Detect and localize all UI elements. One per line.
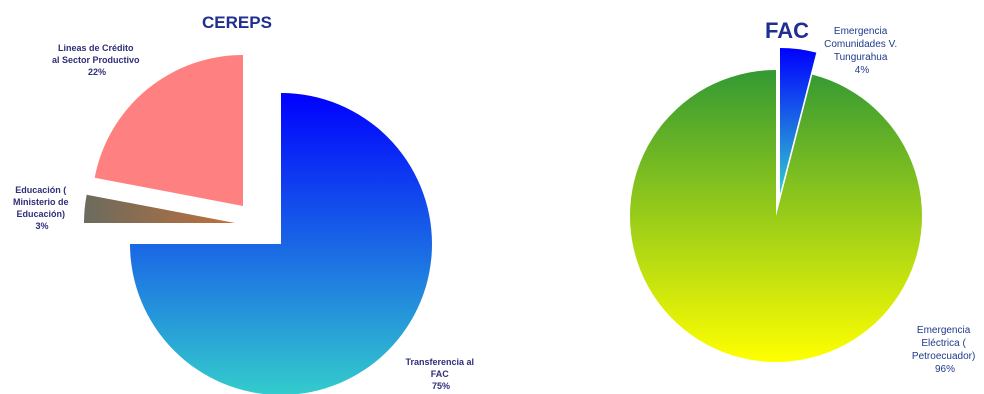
cereps-pie-chart: CEREPS Lineas de Crédito al Sector Produ… bbox=[13, 13, 476, 394]
cereps-chart-title: CEREPS bbox=[202, 13, 272, 32]
slice-emergencia-tungurahua bbox=[780, 48, 817, 194]
fac-pie-chart: FAC Emergencia Comunidades V. Tungurahua… bbox=[629, 18, 978, 375]
slice-educacion bbox=[84, 194, 235, 223]
slice-transferencia-fac bbox=[130, 93, 432, 394]
slice-lineas-de-credito bbox=[94, 55, 243, 206]
label-emergencia-tungurahua: Emergencia Comunidades V. Tungurahua 4% bbox=[824, 26, 900, 76]
slice-emergencia-electrica bbox=[629, 70, 922, 362]
label-transferencia-fac: Transferencia al FAC 75% bbox=[405, 357, 476, 391]
label-emergencia-electrica: Emergencia Eléctrica ( Petroecuador) 96% bbox=[912, 325, 978, 375]
fac-chart-title: FAC bbox=[765, 18, 809, 43]
label-lineas-de-credito: Lineas de Crédito al Sector Productivo 2… bbox=[52, 43, 142, 77]
label-educacion: Educación ( Ministerio de Educación) 3% bbox=[13, 185, 71, 231]
